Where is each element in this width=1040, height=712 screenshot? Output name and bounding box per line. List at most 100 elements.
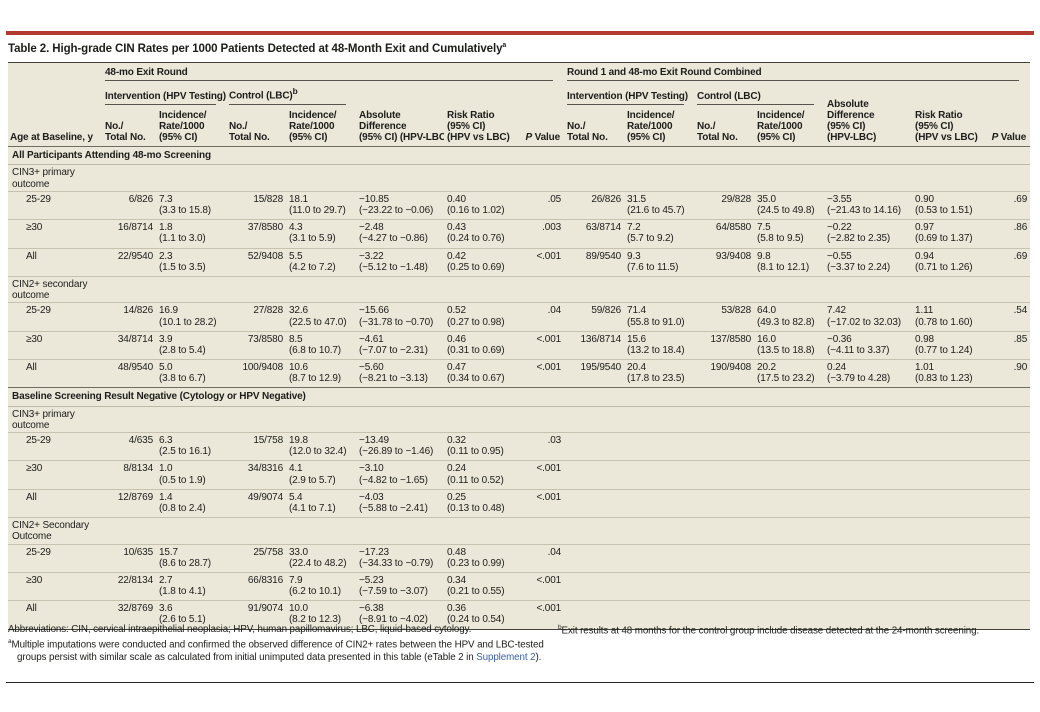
group-header-exit-round: 48-mo Exit Round (102, 63, 564, 85)
data-cell: −4.03 (−5.88 to −2.41) (356, 488, 444, 518)
data-cell: 10/635 (102, 543, 156, 573)
data-cell: 195/9540 (564, 359, 625, 388)
data-cell: −0.55 (−3.37 to 2.24) (824, 247, 913, 277)
data-cell: 16.9 (10.1 to 28.2) (156, 302, 226, 332)
data-cell: 20.2 (17.5 to 23.2) (754, 359, 825, 388)
footnote-b-marker: b (558, 624, 562, 631)
data-cell: 27/828 (226, 302, 286, 332)
section-band-label: Baseline Screening Result Negative (Cyto… (8, 387, 1031, 407)
data-cell: 15/758 (226, 432, 286, 461)
data-cell (754, 432, 825, 461)
data-cell: 5.5 (4.2 to 7.2) (286, 247, 356, 277)
data-cell: −6.38 (−8.91 to −4.02) (356, 600, 444, 630)
data-cell: 4.3 (3.1 to 5.9) (286, 219, 356, 249)
data-cell: 20.4 (17.8 to 23.5) (624, 359, 695, 388)
data-cell (564, 488, 625, 518)
data-cell: .86 (984, 219, 1031, 249)
col-header-no-total-1: No./Total No. (105, 120, 146, 144)
data-cell: <.001 (514, 359, 565, 388)
cin-rates-table: Age at Baseline, y 48-mo Exit Round Roun… (8, 62, 1031, 630)
data-cell: 6.3 (2.5 to 16.1) (156, 432, 226, 461)
age-cell: All (8, 359, 102, 388)
data-cell: 89/9540 (564, 247, 625, 277)
data-cell: 25/758 (226, 543, 286, 573)
data-cell: 4/635 (102, 432, 156, 461)
data-cell: 15.6 (13.2 to 18.4) (624, 330, 695, 360)
data-cell: 34/8714 (102, 330, 156, 360)
data-cell: 15.7 (8.6 to 28.7) (156, 543, 226, 573)
data-cell: .69 (984, 190, 1031, 220)
data-cell (754, 600, 825, 630)
data-cell: 0.34 (0.21 to 0.55) (444, 571, 514, 601)
data-cell (984, 432, 1031, 461)
table-title-text: Table 2. High-grade CIN Rates per 1000 P… (8, 42, 503, 55)
data-cell: <.001 (514, 330, 565, 360)
data-cell (754, 571, 825, 601)
age-cell: 25-29 (8, 302, 102, 332)
data-cell (624, 432, 695, 461)
data-cell (912, 460, 985, 490)
data-cell: 33.0 (22.4 to 48.2) (286, 543, 356, 573)
data-cell: 1.11 (0.78 to 1.60) (912, 302, 985, 332)
footnote-a-marker: a (8, 637, 12, 645)
data-cell (912, 571, 985, 601)
table-header: Age at Baseline, y 48-mo Exit Round Roun… (8, 63, 1031, 147)
footnotes-left: Abbreviations: CIN, cervical intraepithe… (8, 624, 548, 666)
col-header-incidence-2: Incidence/Rate/1000 (95% CI) (289, 109, 337, 144)
data-cell: 31.5 (21.6 to 45.7) (624, 190, 695, 220)
table-row: All 32/8769 3.6 (2.6 to 5.1) 91/9074 10.0 (8.2… (8, 600, 1031, 630)
data-cell: 2.7 (1.8 to 4.1) (156, 571, 226, 601)
data-cell: .04 (514, 543, 565, 573)
data-cell: −4.61 (−7.07 to −2.31) (356, 330, 444, 360)
data-cell (754, 488, 825, 518)
data-cell: 0.43 (0.24 to 0.76) (444, 219, 514, 249)
outcome-label-text: CIN3+ primary outcome (12, 408, 75, 431)
data-cell (564, 571, 625, 601)
data-cell: 100/9408 (226, 359, 286, 388)
age-cell: All (8, 488, 102, 518)
data-cell: −5.60 (−8.21 to −3.13) (356, 359, 444, 388)
section-band: All Participants Attending 48-mo Screeni… (8, 146, 1031, 166)
table-row: ≥30 8/8134 1.0 (0.5 to 1.9) 34/8316 4.1 (2.9 t… (8, 460, 1031, 490)
outcome-label: CIN3+ primary outcome (8, 405, 1031, 433)
data-cell: −15.66 (−31.78 to −0.70) (356, 302, 444, 332)
table-row: 25-29 6/826 7.3 (3.3 to 15.8) 15/828 18.1 (11.… (8, 190, 1031, 220)
data-cell: 7.2 (5.7 to 9.2) (624, 219, 695, 249)
data-cell (984, 600, 1031, 630)
data-cell (912, 488, 985, 518)
col-header-p-value-right: P Value (991, 132, 1027, 144)
age-cell: All (8, 247, 102, 277)
data-cell: 3.6 (2.6 to 5.1) (156, 600, 226, 630)
data-cell: 10.0 (8.2 to 12.3) (286, 600, 356, 630)
data-cell: 1.8 (1.1 to 3.0) (156, 219, 226, 249)
supplement-link[interactable]: Supplement 2 (476, 652, 536, 664)
data-cell: 35.0 (24.5 to 49.8) (754, 190, 825, 220)
section-band-label: All Participants Attending 48-mo Screeni… (8, 146, 1031, 166)
group-header-combined: Round 1 and 48-mo Exit Round Combined (564, 63, 1030, 85)
data-cell (694, 571, 755, 601)
data-cell: 8/8134 (102, 460, 156, 490)
data-cell: .90 (984, 359, 1031, 388)
table-row: 25-29 14/826 16.9 (10.1 to 28.2) 27/828 32.6(… (8, 302, 1031, 332)
data-cell (984, 571, 1031, 601)
data-cell: 32/8769 (102, 600, 156, 630)
footnotes: Abbreviations: CIN, cervical intraepithe… (8, 624, 1034, 666)
data-cell (912, 600, 985, 630)
title-footnote-marker: a (502, 42, 507, 49)
age-cell: 25-29 (8, 432, 102, 461)
data-cell: 18.1 (11.0 to 29.7) (286, 190, 356, 220)
data-cell: 0.24 (−3.79 to 4.28) (824, 359, 913, 388)
outcome-label-text: CIN3+ primary outcome (12, 167, 75, 190)
data-cell: 190/9408 (694, 359, 755, 388)
data-cell: 0.48 (0.23 to 0.99) (444, 543, 514, 573)
outcome-row: CIN3+ primary outcome (8, 164, 1031, 192)
data-cell: 0.24 (0.11 to 0.52) (444, 460, 514, 490)
data-cell (824, 460, 913, 490)
age-cell: 25-29 (8, 190, 102, 220)
outcome-row: CIN3+ primary outcome (8, 405, 1031, 433)
data-cell: 7.42 (−17.02 to 32.03) (824, 302, 913, 332)
data-cell: <.001 (514, 571, 565, 601)
data-cell: −17.23 (−34.33 to −0.79) (356, 543, 444, 573)
data-cell: 0.36 (0.24 to 0.54) (444, 600, 514, 630)
